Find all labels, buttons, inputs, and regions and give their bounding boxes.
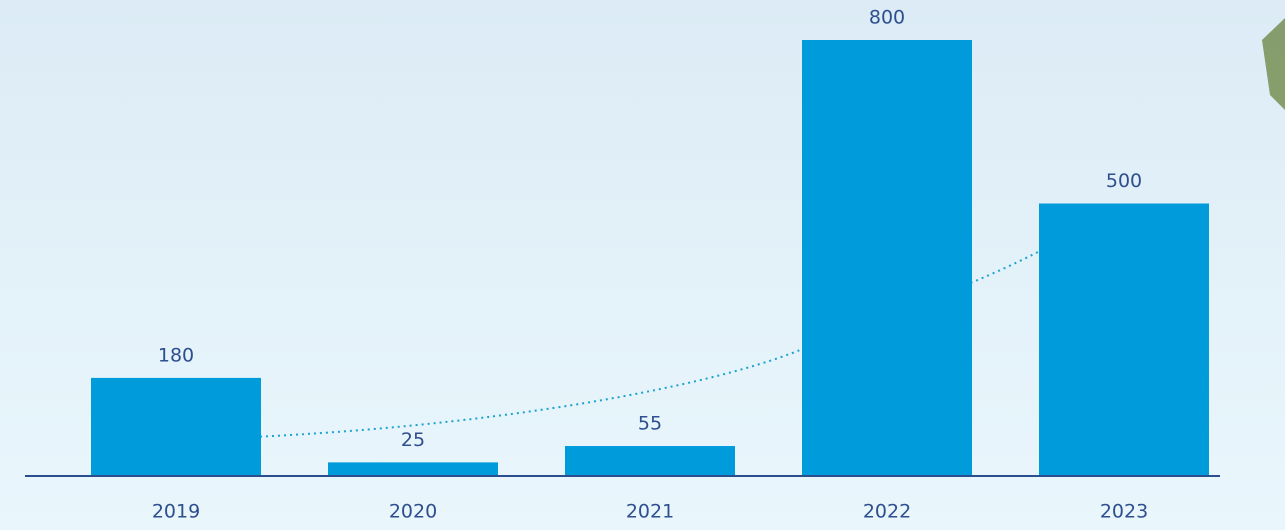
- x-tick-label: 2021: [626, 501, 674, 523]
- value-label: 500: [1106, 170, 1142, 192]
- x-tick-label: 2023: [1100, 501, 1148, 523]
- bar: [91, 377, 261, 476]
- bar: [565, 446, 735, 476]
- x-tick-label: 2020: [389, 501, 437, 523]
- bar: [328, 462, 498, 476]
- trend-line: [229, 239, 1061, 439]
- bar: [1039, 203, 1209, 476]
- value-label: 25: [401, 429, 425, 451]
- leaf-decoration: [1262, 18, 1285, 110]
- value-label: 800: [869, 7, 905, 29]
- value-label: 180: [158, 344, 194, 366]
- bars: [91, 40, 1209, 476]
- x-tick-label: 2022: [863, 501, 911, 523]
- value-label: 55: [638, 413, 662, 435]
- x-tick-label: 2019: [152, 501, 200, 523]
- bar: [802, 40, 972, 476]
